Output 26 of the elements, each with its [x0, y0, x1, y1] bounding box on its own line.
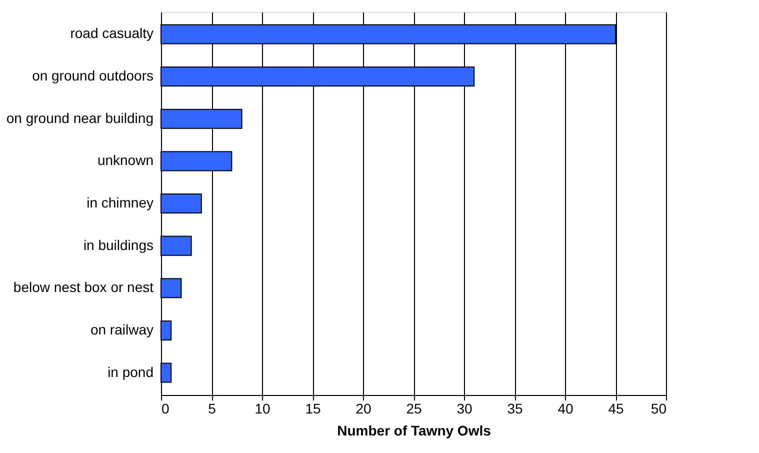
x-tick-label: 45 — [608, 400, 624, 416]
y-tick-label: road casualty — [70, 25, 154, 42]
bar — [160, 362, 172, 383]
y-tick-label: in buildings — [83, 236, 154, 253]
y-tick-label: on railway — [90, 321, 154, 338]
y-tick-label: on ground outdoors — [32, 68, 154, 84]
x-tick-label: 15 — [305, 400, 321, 416]
x-tick-label: 20 — [356, 400, 372, 416]
y-tick-label: below nest box or nest — [13, 279, 154, 296]
bar — [160, 278, 182, 298]
y-tick-label: in pond — [108, 364, 154, 380]
y-tick-label: unknown — [97, 152, 154, 168]
x-tick-label: 40 — [558, 400, 574, 416]
bar — [160, 320, 172, 340]
x-tick-label: 5 — [208, 400, 216, 416]
x-tick-label: 50 — [650, 400, 667, 416]
bar — [160, 236, 192, 256]
x-tick-label: 0 — [162, 400, 170, 416]
y-tick-label: in chimney — [86, 194, 154, 210]
x-axis-title: Number of Tawny Owls — [337, 422, 492, 438]
x-tick-label: 10 — [254, 400, 270, 416]
bar — [160, 193, 202, 214]
x-tick-label: 35 — [507, 400, 523, 416]
x-tick-label: 30 — [456, 400, 472, 416]
y-tick-label: on ground near building — [6, 110, 154, 126]
x-tick-label: 25 — [406, 400, 422, 416]
